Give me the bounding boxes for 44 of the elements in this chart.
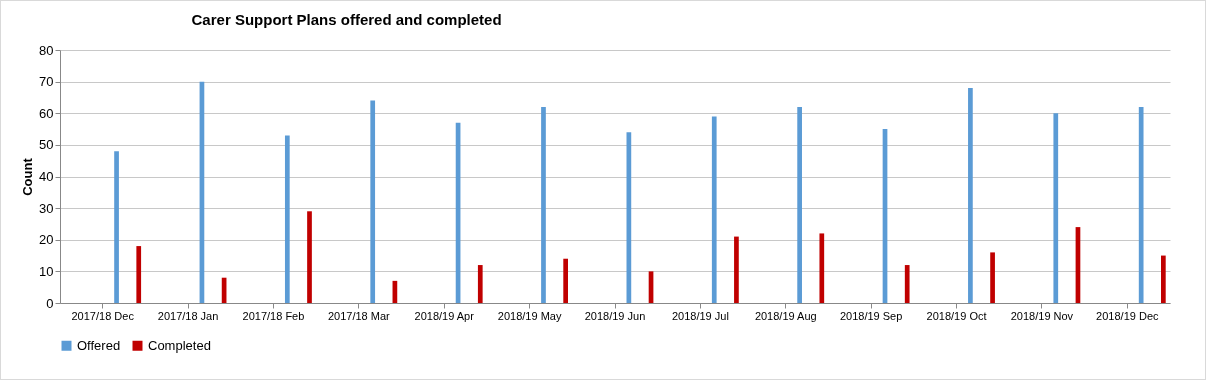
bar (370, 100, 376, 303)
bar (114, 151, 119, 303)
y-tick-label: 20 (39, 232, 54, 248)
bar (990, 252, 995, 303)
bar (968, 87, 973, 303)
y-tick-label: 40 (39, 169, 54, 184)
x-tick-label: 2018/19 Apr (414, 309, 475, 322)
bar (711, 116, 717, 303)
y-tick-label: 50 (39, 137, 54, 153)
bar (307, 211, 312, 303)
x-tick-label: 2018/19 Jul (671, 309, 729, 322)
y-tick-label: 60 (39, 105, 54, 121)
chart-title: Carer Support Plans offered and completed (191, 11, 502, 28)
x-tick-label: 2018/19 Dec (1096, 309, 1159, 322)
bar (136, 246, 142, 303)
y-tick-label: 80 (39, 42, 54, 58)
bar (904, 265, 910, 303)
bar (477, 265, 483, 303)
x-tick-label: 2017/18 Jan (157, 309, 219, 322)
x-tick-label: 2018/19 Aug (754, 309, 817, 322)
bar (541, 106, 546, 303)
bar (1053, 113, 1059, 303)
x-tick-label: 2017/18 Feb (242, 309, 305, 322)
x-tick-label: 2017/18 Mar (327, 309, 391, 322)
bar (1160, 255, 1166, 303)
y-axis-title: Count (20, 157, 36, 196)
legend-label: Offered (77, 337, 121, 353)
bar (797, 106, 802, 303)
bar (734, 236, 739, 303)
x-tick-label: 2018/19 Jun (584, 309, 646, 322)
y-tick-label: 0 (46, 295, 54, 311)
bar (819, 233, 825, 303)
x-tick-label: 2018/19 Oct (926, 309, 987, 322)
x-tick-label: 2018/19 Sep (839, 309, 903, 322)
y-tick-label: 10 (39, 263, 54, 279)
bar (284, 135, 290, 303)
y-tick-label: 30 (39, 200, 54, 216)
bar (1138, 106, 1144, 303)
x-tick-label: 2017/18 Dec (71, 309, 135, 322)
x-tick-label: 2018/19 May (497, 309, 562, 322)
y-tick-label: 70 (39, 74, 54, 90)
legend-label: Completed (148, 337, 211, 353)
x-tick-label: 2018/19 Nov (1010, 309, 1074, 322)
bar (563, 258, 569, 303)
